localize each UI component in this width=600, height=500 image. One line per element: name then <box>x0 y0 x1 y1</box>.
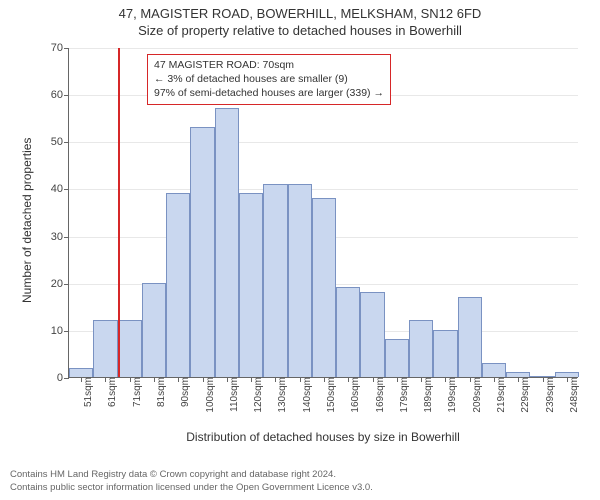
xtick-label: 110sqm <box>227 377 240 412</box>
xtick-label: 71sqm <box>130 377 143 407</box>
xtick-label: 189sqm <box>421 377 434 413</box>
histogram-bar <box>433 330 457 377</box>
property-marker-line <box>118 48 120 377</box>
title-line2: Size of property relative to detached ho… <box>0 23 600 38</box>
gridline <box>69 142 578 143</box>
xtick-label: 61sqm <box>105 377 118 407</box>
histogram-bar <box>93 320 117 377</box>
xtick-label: 179sqm <box>397 377 410 413</box>
histogram-bar <box>458 297 482 377</box>
xtick-label: 229sqm <box>518 377 531 413</box>
xtick-label: 169sqm <box>373 377 386 413</box>
histogram-bar <box>142 283 166 377</box>
title-line1: 47, MAGISTER ROAD, BOWERHILL, MELKSHAM, … <box>0 6 600 21</box>
callout-line: 97% of semi-detached houses are larger (… <box>154 86 384 100</box>
histogram-bar <box>312 198 336 377</box>
histogram-bar <box>360 292 384 377</box>
ytick-label: 70 <box>51 42 69 54</box>
xtick-label: 209sqm <box>470 377 483 413</box>
ytick-label: 30 <box>51 231 69 243</box>
footer-line2: Contains public sector information licen… <box>10 482 373 494</box>
callout-line: 47 MAGISTER ROAD: 70sqm <box>154 58 384 72</box>
histogram-bar <box>118 320 142 377</box>
property-callout: 47 MAGISTER ROAD: 70sqm← 3% of detached … <box>147 54 391 105</box>
histogram-bar <box>263 184 287 377</box>
plot-area: 01020304050607051sqm61sqm71sqm81sqm90sqm… <box>68 48 578 378</box>
gridline <box>69 189 578 190</box>
xtick-label: 239sqm <box>543 377 556 413</box>
xtick-label: 248sqm <box>567 377 580 413</box>
footer-line1: Contains HM Land Registry data © Crown c… <box>10 469 373 481</box>
xtick-label: 90sqm <box>178 377 191 407</box>
xtick-label: 140sqm <box>300 377 313 413</box>
histogram-bar <box>239 193 263 377</box>
ytick-label: 20 <box>51 278 69 290</box>
xtick-label: 81sqm <box>154 377 167 407</box>
histogram-bar <box>215 108 239 377</box>
histogram-bar <box>288 184 312 377</box>
chart-title-block: 47, MAGISTER ROAD, BOWERHILL, MELKSHAM, … <box>0 0 600 38</box>
ytick-label: 60 <box>51 89 69 101</box>
x-axis-label: Distribution of detached houses by size … <box>68 430 578 444</box>
callout-line: ← 3% of detached houses are smaller (9) <box>154 72 384 86</box>
ytick-label: 0 <box>57 372 69 384</box>
histogram-bar <box>482 363 506 377</box>
ytick-label: 40 <box>51 183 69 195</box>
xtick-label: 100sqm <box>203 377 216 413</box>
histogram-bar <box>385 339 409 377</box>
xtick-label: 51sqm <box>81 377 94 407</box>
xtick-label: 219sqm <box>494 377 507 413</box>
histogram-bar <box>336 287 360 377</box>
gridline <box>69 48 578 49</box>
histogram-bar <box>190 127 214 377</box>
xtick-label: 199sqm <box>445 377 458 413</box>
xtick-label: 160sqm <box>348 377 361 413</box>
xtick-label: 130sqm <box>275 377 288 413</box>
histogram-bar <box>409 320 433 377</box>
ytick-label: 50 <box>51 136 69 148</box>
histogram-bar <box>69 368 93 377</box>
histogram-bar <box>166 193 190 377</box>
y-axis-label: Number of detached properties <box>20 138 34 303</box>
footer-attribution: Contains HM Land Registry data © Crown c… <box>10 469 373 494</box>
ytick-label: 10 <box>51 325 69 337</box>
xtick-label: 150sqm <box>324 377 337 413</box>
xtick-label: 120sqm <box>251 377 264 413</box>
